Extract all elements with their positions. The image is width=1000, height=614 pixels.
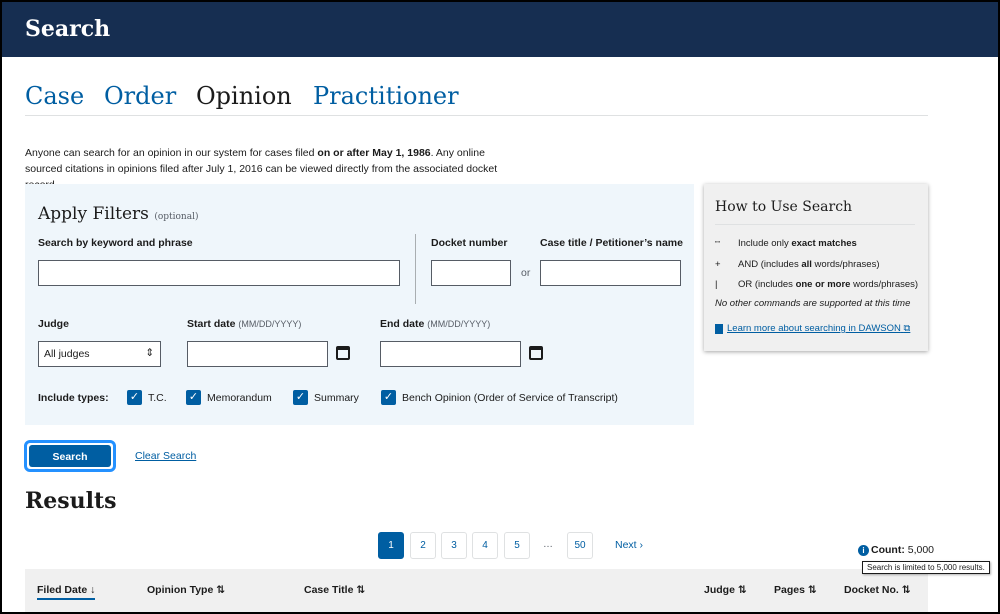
checkbox-bench-opinion[interactable]: ✓ [381, 390, 396, 405]
result-count: Count: 5,000 [871, 544, 935, 556]
page-button[interactable]: 3 [441, 532, 467, 559]
docket-input[interactable] [431, 260, 511, 286]
column-opinion-type[interactable]: Opinion Type ⇅ [147, 584, 226, 596]
info-icon[interactable]: i [858, 545, 869, 556]
judge-select[interactable]: All judges ⇕ [38, 341, 161, 367]
judge-label: Judge [38, 318, 69, 330]
help-row: + AND (includes all words/phrases) [715, 259, 880, 270]
checkbox-label: Bench Opinion (Order of Service of Trans… [402, 392, 618, 404]
end-date-input[interactable] [380, 341, 521, 367]
column-judge[interactable]: Judge ⇅ [704, 584, 747, 596]
checkbox-tc[interactable]: ✓ [127, 390, 142, 405]
tab-order[interactable]: Order [104, 82, 177, 110]
help-row: "" Include only exact matches [715, 238, 857, 249]
or-text: or [521, 267, 531, 279]
tab-practitioner[interactable]: Practitioner [313, 82, 459, 110]
select-chevron-icon: ⇕ [145, 347, 154, 359]
calendar-icon[interactable] [336, 346, 350, 360]
keyword-label: Search by keyword and phrase [38, 237, 193, 249]
clear-search-link[interactable]: Clear Search [135, 450, 197, 462]
help-panel: How to Use Search "" Include only exact m… [704, 184, 928, 351]
calendar-icon[interactable] [529, 346, 543, 360]
tab-opinion[interactable]: Opinion [196, 82, 292, 110]
checkbox-memorandum[interactable]: ✓ [186, 390, 201, 405]
case-title-input[interactable] [540, 260, 681, 286]
filters-title: Apply Filters (optional) [38, 204, 199, 224]
divider [415, 234, 416, 304]
sort-desc-icon: ↓ [90, 584, 96, 596]
page-button[interactable]: 4 [472, 532, 498, 559]
sort-icon: ⇅ [901, 584, 911, 596]
start-date-label: Start date (MM/DD/YYYY) [187, 318, 302, 330]
page-header: Search [2, 2, 998, 57]
intro-text: Anyone can search for an opinion in our … [25, 147, 498, 191]
checkbox-label: Summary [314, 392, 359, 404]
case-title-label: Case title / Petitioner’s name [540, 237, 683, 249]
results-title: Results [25, 488, 117, 514]
page-button[interactable]: 5 [504, 532, 530, 559]
sort-icon: ⇅ [807, 584, 817, 596]
checkbox-label: T.C. [148, 392, 167, 404]
help-title: How to Use Search [715, 199, 853, 215]
help-rows: "" Include only exact matches + AND (inclu… [715, 234, 918, 295]
page-ellipsis: … [535, 532, 561, 559]
filters-panel: Apply Filters (optional) Search by keywo… [25, 184, 694, 425]
page-button[interactable]: 50 [567, 532, 593, 559]
divider [715, 224, 915, 225]
search-button[interactable]: Search [24, 440, 116, 472]
help-note: No other commands are supported at this … [715, 298, 911, 309]
sort-icon: ⇅ [216, 584, 226, 596]
tab-divider [25, 115, 928, 116]
help-row: | OR (includes one or more words/phrases) [715, 279, 919, 290]
next-page-link[interactable]: Next › [615, 539, 644, 551]
checkbox-label: Memorandum [207, 392, 272, 404]
column-case-title[interactable]: Case Title ⇅ [304, 584, 366, 596]
column-docket-no[interactable]: Docket No. ⇅ [844, 584, 911, 596]
docket-label: Docket number [431, 237, 508, 249]
column-filed-date[interactable]: Filed Date ↓ [37, 584, 96, 600]
sort-icon: ⇅ [356, 584, 366, 596]
pdf-icon [715, 324, 723, 334]
end-date-label: End date (MM/DD/YYYY) [380, 318, 491, 330]
start-date-input[interactable] [187, 341, 328, 367]
sort-icon: ⇅ [737, 584, 747, 596]
page-button[interactable]: 2 [410, 532, 436, 559]
page-title: Search [25, 16, 111, 42]
results-table-header [25, 569, 928, 612]
include-types-label: Include types: [38, 392, 109, 404]
keyword-input[interactable] [38, 260, 400, 286]
page-button[interactable]: 1 [378, 532, 404, 559]
count-tooltip: Search is limited to 5,000 results. [862, 561, 990, 574]
column-pages[interactable]: Pages ⇅ [774, 584, 817, 596]
checkbox-summary[interactable]: ✓ [293, 390, 308, 405]
external-link-icon: ⧉ [903, 323, 911, 334]
learn-more-link[interactable]: Learn more about searching in DAWSON ⧉ [727, 323, 911, 334]
tab-case[interactable]: Case [25, 82, 85, 110]
